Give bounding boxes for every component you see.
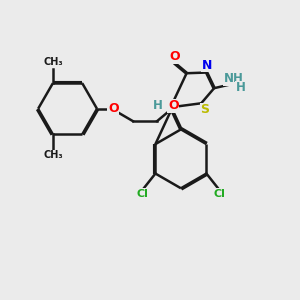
Text: Cl: Cl — [213, 189, 225, 199]
Text: S: S — [200, 103, 209, 116]
Text: CH₃: CH₃ — [43, 151, 63, 160]
Text: CH₃: CH₃ — [43, 57, 63, 67]
Text: H: H — [153, 99, 163, 112]
Text: O: O — [168, 99, 178, 112]
Text: NH: NH — [224, 72, 244, 85]
Text: O: O — [169, 50, 179, 63]
Text: Cl: Cl — [137, 189, 149, 199]
Text: N: N — [202, 59, 212, 72]
Text: H: H — [236, 81, 246, 94]
Text: O: O — [108, 102, 119, 115]
